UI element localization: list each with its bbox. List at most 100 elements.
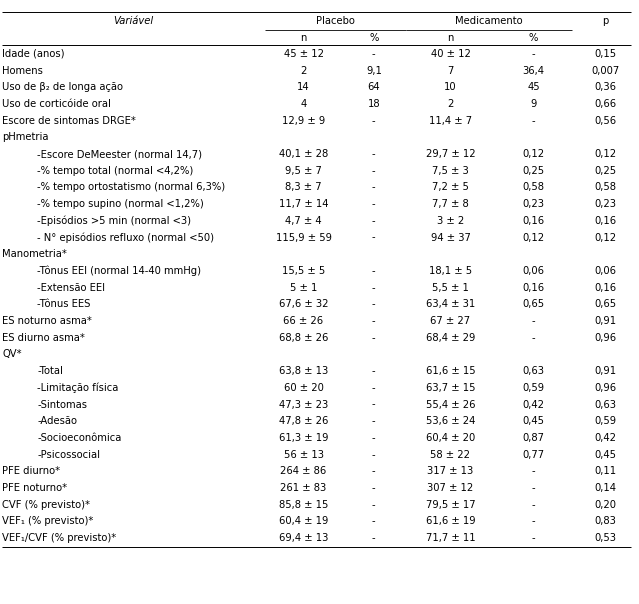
Text: 14: 14	[297, 82, 310, 92]
Text: -: -	[372, 333, 376, 342]
Text: Uso de β₂ de longa ação: Uso de β₂ de longa ação	[3, 82, 123, 92]
Text: 3 ± 2: 3 ± 2	[437, 216, 464, 226]
Text: 0,56: 0,56	[594, 115, 617, 126]
Text: 47,8 ± 26: 47,8 ± 26	[279, 416, 328, 426]
Text: 0,007: 0,007	[591, 66, 620, 76]
Text: -: -	[532, 49, 535, 59]
Text: -: -	[532, 500, 535, 510]
Text: p: p	[603, 16, 608, 26]
Text: 69,4 ± 13: 69,4 ± 13	[279, 533, 328, 543]
Text: -Tônus EES: -Tônus EES	[37, 300, 91, 309]
Text: -Tônus EEI (normal 14-40 mmHg): -Tônus EEI (normal 14-40 mmHg)	[37, 266, 201, 276]
Text: 40 ± 12: 40 ± 12	[431, 49, 470, 59]
Text: Variável: Variável	[114, 16, 153, 26]
Text: 10: 10	[444, 82, 457, 92]
Text: 0,16: 0,16	[523, 283, 544, 293]
Text: CVF (% previsto)*: CVF (% previsto)*	[3, 500, 90, 510]
Text: 0,16: 0,16	[523, 216, 544, 226]
Text: -: -	[532, 115, 535, 126]
Text: -: -	[372, 383, 376, 393]
Text: 0,42: 0,42	[594, 433, 617, 443]
Text: 0,91: 0,91	[594, 316, 617, 326]
Text: 7,5 ± 3: 7,5 ± 3	[432, 165, 469, 176]
Text: 0,36: 0,36	[594, 82, 617, 92]
Text: 0,96: 0,96	[594, 333, 617, 342]
Text: 0,45: 0,45	[523, 416, 544, 426]
Text: 0,58: 0,58	[523, 182, 544, 193]
Text: 8,3 ± 7: 8,3 ± 7	[285, 182, 322, 193]
Text: n: n	[447, 33, 454, 43]
Text: 45: 45	[527, 82, 540, 92]
Text: 0,65: 0,65	[523, 300, 544, 309]
Text: 0,59: 0,59	[594, 416, 617, 426]
Text: 67,6 ± 32: 67,6 ± 32	[279, 300, 328, 309]
Text: 56 ± 13: 56 ± 13	[284, 449, 323, 460]
Text: 0,63: 0,63	[523, 366, 544, 376]
Text: 18,1 ± 5: 18,1 ± 5	[429, 266, 472, 276]
Text: Escore de sintomas DRGE*: Escore de sintomas DRGE*	[3, 115, 136, 126]
Text: -: -	[372, 433, 376, 443]
Text: n: n	[300, 33, 307, 43]
Text: 61,6 ± 15: 61,6 ± 15	[426, 366, 475, 376]
Text: 7,2 ± 5: 7,2 ± 5	[432, 182, 469, 193]
Text: 5,5 ± 1: 5,5 ± 1	[432, 283, 469, 293]
Text: 0,58: 0,58	[594, 182, 617, 193]
Text: -: -	[532, 316, 535, 326]
Text: 40,1 ± 28: 40,1 ± 28	[279, 149, 328, 159]
Text: 61,6 ± 19: 61,6 ± 19	[426, 516, 475, 527]
Text: 7,7 ± 8: 7,7 ± 8	[432, 199, 469, 209]
Text: 12,9 ± 9: 12,9 ± 9	[282, 115, 325, 126]
Text: 0,45: 0,45	[594, 449, 617, 460]
Text: Manometria*: Manometria*	[3, 249, 67, 259]
Text: -: -	[372, 516, 376, 527]
Text: 0,16: 0,16	[594, 283, 617, 293]
Text: 0,11: 0,11	[594, 466, 617, 477]
Text: 36,4: 36,4	[523, 66, 544, 76]
Text: 94 ± 37: 94 ± 37	[431, 233, 470, 243]
Text: 7: 7	[447, 66, 454, 76]
Text: -Socioeconômica: -Socioeconômica	[37, 433, 121, 443]
Text: 63,8 ± 13: 63,8 ± 13	[279, 366, 328, 376]
Text: -% tempo supino (normal <1,2%): -% tempo supino (normal <1,2%)	[37, 199, 204, 209]
Text: 0,66: 0,66	[594, 99, 617, 109]
Text: 60,4 ± 20: 60,4 ± 20	[426, 433, 475, 443]
Text: 45 ± 12: 45 ± 12	[284, 49, 323, 59]
Text: 2: 2	[447, 99, 454, 109]
Text: PFE diurno*: PFE diurno*	[3, 466, 61, 477]
Text: -: -	[372, 149, 376, 159]
Text: 66 ± 26: 66 ± 26	[284, 316, 323, 326]
Text: PFE noturno*: PFE noturno*	[3, 483, 68, 493]
Text: -Sintomas: -Sintomas	[37, 400, 87, 410]
Text: pHmetria: pHmetria	[3, 132, 49, 143]
Text: 68,4 ± 29: 68,4 ± 29	[426, 333, 475, 342]
Text: 9: 9	[530, 99, 537, 109]
Text: 61,3 ± 19: 61,3 ± 19	[279, 433, 328, 443]
Text: 68,8 ± 26: 68,8 ± 26	[279, 333, 328, 342]
Text: -: -	[372, 283, 376, 293]
Text: -: -	[372, 266, 376, 276]
Text: VEF₁/CVF (% previsto)*: VEF₁/CVF (% previsto)*	[3, 533, 117, 543]
Text: 53,6 ± 24: 53,6 ± 24	[426, 416, 475, 426]
Text: -: -	[372, 366, 376, 376]
Text: 18: 18	[367, 99, 380, 109]
Text: 0,23: 0,23	[594, 199, 617, 209]
Text: 15,5 ± 5: 15,5 ± 5	[282, 266, 325, 276]
Text: 47,3 ± 23: 47,3 ± 23	[279, 400, 328, 410]
Text: -: -	[372, 533, 376, 543]
Text: 0,15: 0,15	[594, 49, 617, 59]
Text: 85,8 ± 15: 85,8 ± 15	[279, 500, 328, 510]
Text: 71,7 ± 11: 71,7 ± 11	[426, 533, 475, 543]
Text: 261 ± 83: 261 ± 83	[281, 483, 327, 493]
Text: %: %	[369, 33, 378, 43]
Text: -: -	[372, 316, 376, 326]
Text: ES diurno asma*: ES diurno asma*	[3, 333, 85, 342]
Text: -: -	[532, 533, 535, 543]
Text: 55,4 ± 26: 55,4 ± 26	[426, 400, 475, 410]
Text: -: -	[532, 516, 535, 527]
Text: ES noturno asma*: ES noturno asma*	[3, 316, 92, 326]
Text: Placebo: Placebo	[316, 16, 355, 26]
Text: - N° episódios refluxo (normal <50): - N° episódios refluxo (normal <50)	[37, 233, 214, 243]
Text: -Extensão EEI: -Extensão EEI	[37, 283, 105, 293]
Text: 0,87: 0,87	[523, 433, 544, 443]
Text: 0,16: 0,16	[594, 216, 617, 226]
